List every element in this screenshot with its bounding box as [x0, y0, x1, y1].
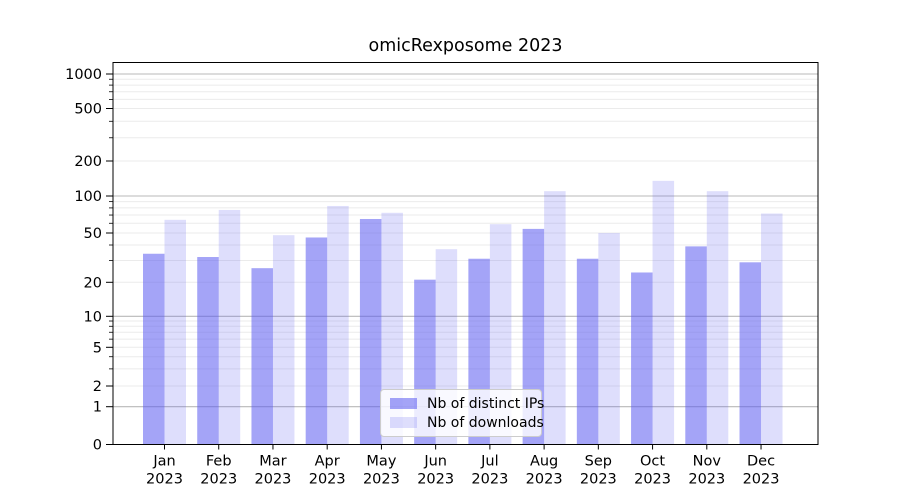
bar-ips-jan — [143, 253, 165, 445]
bar-ips-feb — [197, 257, 219, 445]
chart-title: omicRexposome 2023 — [369, 36, 563, 56]
x-tick-label-jun: Jun — [423, 454, 447, 470]
x-tick-year-dec: 2023 — [743, 472, 780, 488]
y-tick-label-20: 20 — [84, 275, 102, 291]
bar-downloads-oct — [652, 180, 675, 445]
y-tick-label-200: 200 — [74, 154, 102, 170]
y-tick-label-1000: 1000 — [65, 67, 102, 83]
plot-border — [112, 62, 819, 445]
tick-marks — [106, 73, 762, 450]
x-tick-year-jul: 2023 — [471, 472, 508, 488]
x-tick-label-nov: Nov — [693, 454, 722, 470]
bar-ips-sep — [576, 258, 599, 445]
bar-downloads-jan — [164, 219, 186, 445]
bar-downloads-apr — [327, 205, 349, 445]
x-tick-label-may: May — [366, 454, 396, 470]
x-tick-year-jan: 2023 — [146, 472, 183, 488]
legend-label-downloads: Nb of downloads — [427, 414, 544, 431]
x-tick-label-sep: Sep — [585, 454, 612, 470]
tick-labels: 0 1 2 5 10 20 50 100 200 500 1000 Jan 2023 Feb 2023 Mar… — [65, 67, 779, 488]
legend-item: Nb of downloads — [390, 413, 544, 432]
x-tick-year-feb: 2023 — [200, 472, 237, 488]
x-tick-year-apr: 2023 — [309, 472, 346, 488]
x-tick-year-oct: 2023 — [634, 472, 671, 488]
y-tick-label-5: 5 — [93, 340, 102, 356]
x-tick-label-jan: Jan — [152, 454, 175, 470]
bar-downloads-mar — [272, 235, 295, 445]
legend-item: Nb of distinct IPs — [390, 394, 544, 413]
y-tick-label-10: 10 — [84, 309, 102, 325]
y-tick-label-1: 1 — [93, 400, 102, 416]
y-tick-label-2: 2 — [93, 379, 102, 395]
x-tick-label-aug: Aug — [530, 454, 558, 470]
x-tick-year-sep: 2023 — [580, 472, 617, 488]
bar-ips-apr — [305, 237, 328, 445]
bar-downloads-sep — [598, 233, 620, 445]
y-tick-label-0: 0 — [93, 438, 102, 454]
bar-downloads-nov — [706, 191, 729, 445]
x-tick-label-jul: Jul — [480, 454, 499, 470]
x-tick-year-jun: 2023 — [417, 472, 454, 488]
x-tick-year-aug: 2023 — [526, 472, 563, 488]
x-tick-year-nov: 2023 — [688, 472, 725, 488]
axes — [112, 62, 819, 445]
bar-downloads-may — [381, 212, 403, 445]
legend: Nb of distinct IPs Nb of downloads — [380, 389, 544, 437]
legend-label-distinct-ips: Nb of distinct IPs — [427, 395, 545, 412]
bar-ips-mar — [251, 268, 273, 445]
y-tick-label-500: 500 — [74, 102, 102, 118]
y-tick-label-100: 100 — [74, 189, 102, 205]
x-tick-label-dec: Dec — [747, 454, 775, 470]
x-tick-label-oct: Oct — [640, 454, 665, 470]
bar-ips-may — [359, 218, 382, 445]
bar-downloads-feb — [218, 209, 241, 445]
legend-swatch-downloads — [390, 417, 417, 428]
y-tick-label-50: 50 — [84, 226, 102, 242]
minor-gridlines — [113, 78, 818, 387]
x-tick-year-may: 2023 — [363, 472, 400, 488]
bar-ips-dec — [739, 262, 762, 445]
x-tick-label-mar: Mar — [259, 454, 286, 470]
bar-downloads-aug — [544, 191, 566, 445]
bar-ips-oct — [631, 272, 653, 445]
x-tick-label-feb: Feb — [206, 454, 232, 470]
bar-ips-nov — [685, 246, 707, 445]
legend-swatch-distinct-ips — [390, 398, 417, 409]
x-tick-year-mar: 2023 — [255, 472, 292, 488]
bar-downloads-dec — [761, 213, 783, 445]
x-tick-label-apr: Apr — [315, 454, 340, 470]
